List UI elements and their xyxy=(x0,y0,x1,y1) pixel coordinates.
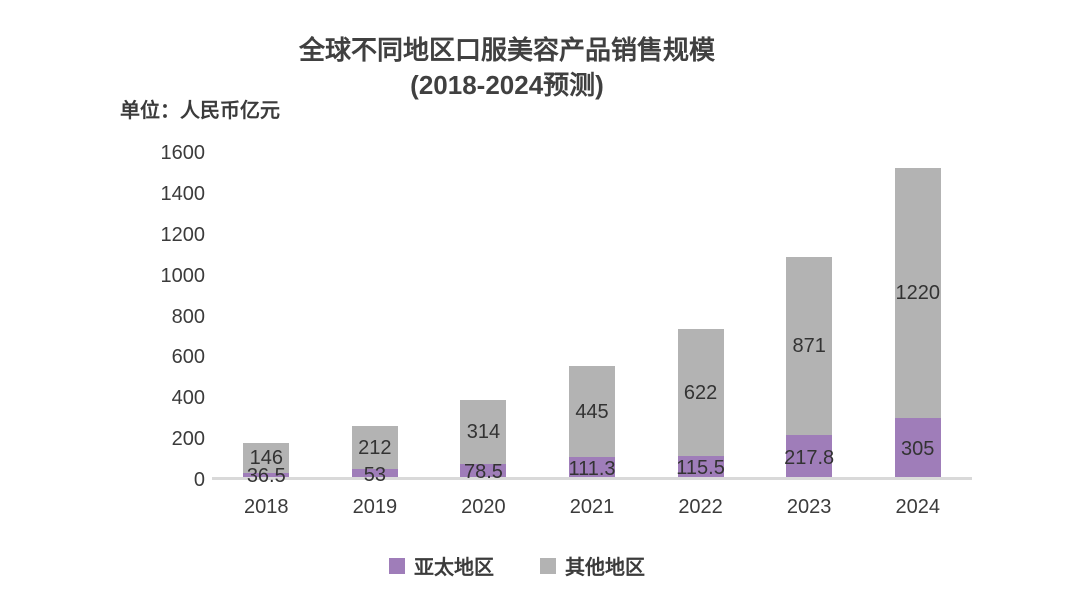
y-tick-label: 1400 xyxy=(160,182,206,205)
value-label-apac-2019: 53 xyxy=(363,463,386,486)
y-tick-label: 600 xyxy=(171,346,205,369)
value-label-apac-2023: 217.8 xyxy=(784,446,835,469)
bar-segment-other-2023 xyxy=(786,257,833,436)
value-label-apac-2022: 115.5 xyxy=(676,457,725,480)
y-tick-label: 400 xyxy=(171,387,205,410)
x-axis-label-2019: 2019 xyxy=(352,496,398,518)
y-tick-label: 200 xyxy=(171,428,205,451)
chart-title-line2: (2018-2024预测) xyxy=(410,70,604,100)
chart-title: 全球不同地区口服美容产品销售规模 (2018-2024预测) xyxy=(57,33,957,103)
bar-segment-other-2021 xyxy=(569,366,615,458)
value-label-apac-2021: 111.3 xyxy=(568,457,616,480)
value-label-other-2024: 1220 xyxy=(895,281,940,304)
value-label-other-2021: 445 xyxy=(575,400,609,423)
bar-segment-apac-2024 xyxy=(894,417,941,480)
value-label-apac-2024: 305 xyxy=(901,437,935,460)
bar-segment-apac-2018 xyxy=(243,472,290,480)
unit-label: 单位：人民币亿元 xyxy=(120,100,280,122)
bar-segment-other-2018 xyxy=(243,442,290,473)
value-label-other-2020: 314 xyxy=(466,420,501,443)
bar-segment-apac-2020 xyxy=(460,463,507,480)
x-axis-label-2024: 2024 xyxy=(895,496,940,518)
x-axis-line xyxy=(212,477,972,480)
value-label-apac-2020: 78.5 xyxy=(463,460,503,483)
y-tick-label: 1200 xyxy=(160,223,206,246)
bar-segment-other-2019 xyxy=(351,425,398,470)
bar-segment-other-2024 xyxy=(894,168,941,418)
legend-swatch-other xyxy=(540,557,556,574)
legend-swatch-apac xyxy=(389,557,405,574)
legend-item-other: 其他地区 xyxy=(540,551,645,580)
bar-segment-other-2020 xyxy=(460,399,507,464)
legend: 亚太地区 其他地区 xyxy=(0,551,1034,580)
x-axis-label-2021: 2021 xyxy=(569,496,615,518)
value-label-other-2022: 622 xyxy=(683,381,718,404)
bar-segment-other-2022 xyxy=(677,329,724,457)
x-axis-label-2023: 2023 xyxy=(786,496,832,518)
x-axis-label-2020: 2020 xyxy=(461,496,506,518)
x-axis-label-2022: 2022 xyxy=(678,496,723,518)
x-axis-label-2018: 2018 xyxy=(244,496,289,518)
value-label-apac-2018: 36.5 xyxy=(246,465,286,488)
chart-title-line1: 全球不同地区口服美容产品销售规模 xyxy=(298,35,715,65)
value-label-other-2019: 212 xyxy=(358,436,392,459)
bar-segment-apac-2023 xyxy=(786,435,833,480)
y-tick-label: 1600 xyxy=(160,142,206,164)
value-label-other-2023: 871 xyxy=(792,335,826,358)
y-tick-label: 0 xyxy=(193,469,205,491)
legend-item-apac: 亚太地区 xyxy=(389,551,494,580)
legend-label-apac: 亚太地区 xyxy=(414,557,494,579)
bar-segment-apac-2019 xyxy=(351,469,398,480)
value-label-other-2018: 146 xyxy=(249,446,283,469)
legend-label-other: 其他地区 xyxy=(565,557,645,579)
bar-segment-apac-2022 xyxy=(677,456,724,480)
bar-segment-apac-2021 xyxy=(569,457,615,480)
y-tick-label: 800 xyxy=(171,305,205,328)
y-tick-label: 1000 xyxy=(160,264,206,287)
